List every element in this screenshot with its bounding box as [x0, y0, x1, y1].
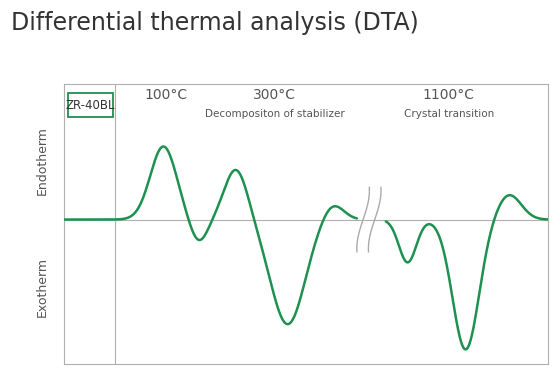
Text: 1100°C: 1100°C	[423, 88, 475, 102]
Text: 100°C: 100°C	[144, 88, 187, 102]
Text: Exotherm: Exotherm	[36, 257, 49, 317]
Text: Crystal transition: Crystal transition	[404, 109, 494, 119]
Text: 300°C: 300°C	[253, 88, 296, 102]
Text: ZR-40BL: ZR-40BL	[65, 98, 115, 111]
Text: Differential thermal analysis (DTA): Differential thermal analysis (DTA)	[11, 11, 419, 36]
FancyBboxPatch shape	[68, 93, 112, 117]
Text: Endotherm: Endotherm	[36, 126, 49, 195]
Text: Decompositon of stabilizer: Decompositon of stabilizer	[205, 109, 344, 119]
